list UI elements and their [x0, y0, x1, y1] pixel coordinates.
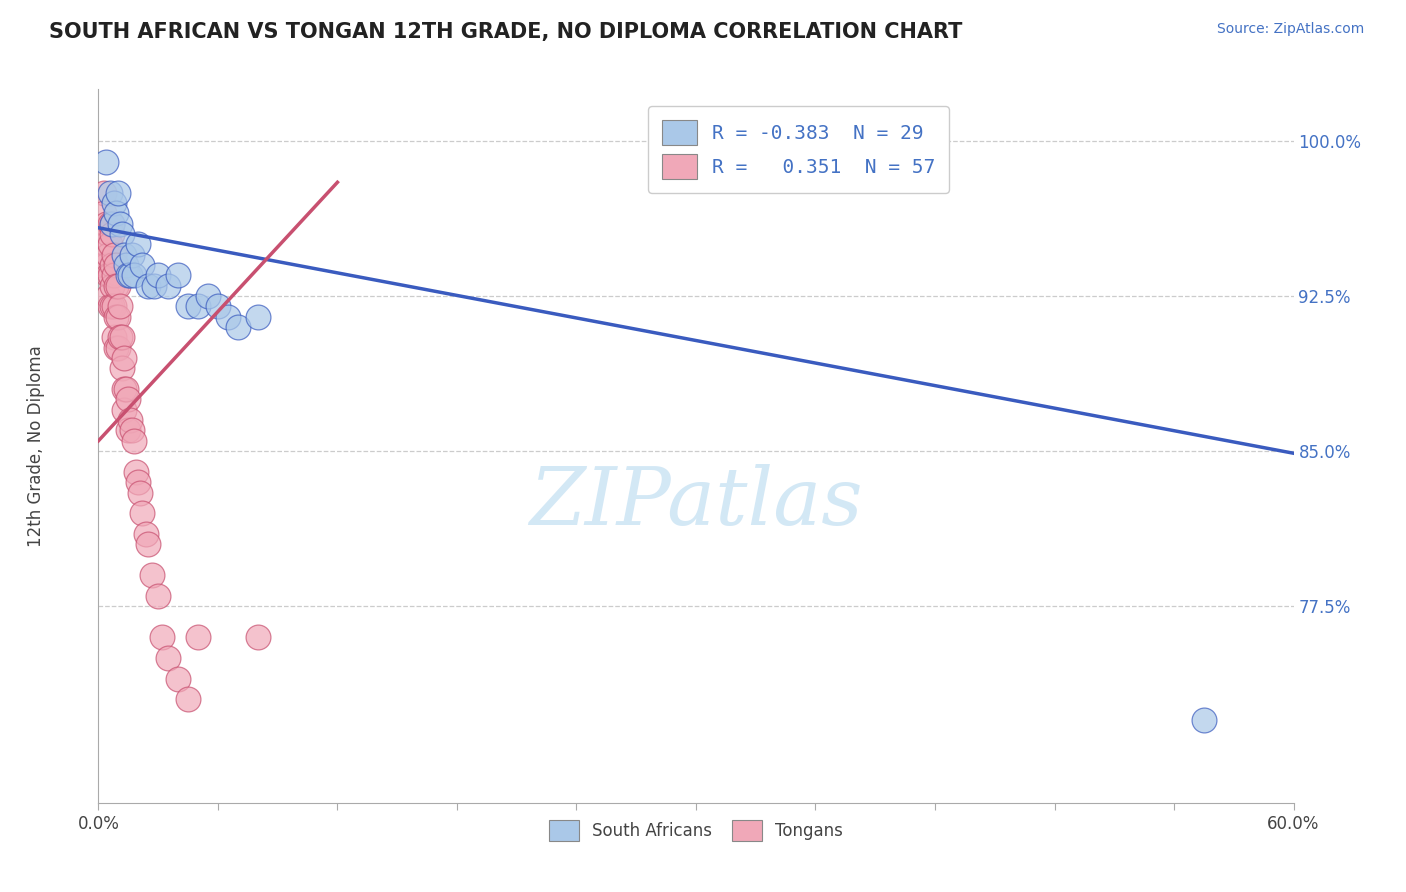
Point: [120, 268, 142, 283]
Point: [121, 424, 143, 438]
Text: SOUTH AFRICAN VS TONGAN 12TH GRADE, NO DIPLOMA CORRELATION CHART: SOUTH AFRICAN VS TONGAN 12TH GRADE, NO D…: [49, 22, 963, 42]
Point: [115, 258, 138, 272]
Point: [112, 351, 135, 365]
Point: [112, 248, 135, 262]
Point: [187, 630, 209, 644]
Point: [96, 258, 118, 272]
Point: [105, 206, 128, 220]
Point: [129, 485, 152, 500]
Point: [107, 186, 129, 200]
Point: [93, 206, 115, 220]
Point: [103, 330, 125, 344]
Point: [96, 237, 118, 252]
Point: [105, 258, 128, 272]
Point: [112, 402, 135, 417]
Point: [207, 299, 229, 313]
Point: [98, 217, 122, 231]
Point: [124, 268, 146, 283]
Text: ZIPatlas: ZIPatlas: [529, 465, 863, 541]
Point: [167, 672, 190, 686]
Point: [101, 299, 124, 313]
Point: [157, 278, 180, 293]
Point: [101, 217, 124, 231]
Point: [135, 527, 157, 541]
Point: [226, 320, 249, 334]
Point: [110, 217, 132, 231]
Point: [131, 258, 153, 272]
Point: [111, 361, 134, 376]
Legend: South Africans, Tongans: South Africans, Tongans: [543, 814, 849, 848]
Point: [91, 258, 114, 272]
Point: [167, 268, 190, 283]
Point: [101, 227, 124, 241]
Point: [110, 330, 132, 344]
Point: [246, 630, 269, 644]
Point: [103, 268, 125, 283]
Point: [103, 248, 125, 262]
Point: [117, 268, 139, 283]
Point: [112, 382, 135, 396]
Point: [148, 268, 170, 283]
Point: [107, 341, 129, 355]
Point: [97, 227, 120, 241]
Point: [111, 227, 134, 241]
Point: [117, 392, 139, 407]
Point: [111, 330, 134, 344]
Point: [105, 310, 128, 324]
Point: [127, 237, 149, 252]
Point: [121, 248, 143, 262]
Point: [141, 568, 163, 582]
Point: [110, 299, 132, 313]
Y-axis label: 12th Grade, No Diploma: 12th Grade, No Diploma: [27, 345, 45, 547]
Point: [98, 299, 122, 313]
Point: [148, 589, 170, 603]
Point: [93, 186, 115, 200]
Point: [187, 299, 209, 313]
Point: [136, 278, 159, 293]
Point: [177, 299, 200, 313]
Point: [131, 506, 153, 520]
Point: [101, 217, 124, 231]
Point: [246, 310, 269, 324]
Point: [101, 278, 124, 293]
Point: [124, 434, 146, 448]
Point: [101, 258, 124, 272]
Point: [197, 289, 219, 303]
Point: [150, 630, 173, 644]
Point: [125, 465, 148, 479]
Point: [120, 413, 142, 427]
Point: [97, 268, 120, 283]
Point: [177, 692, 200, 706]
Point: [103, 299, 125, 313]
Point: [105, 278, 128, 293]
Point: [98, 186, 122, 200]
Point: [103, 196, 125, 211]
Point: [127, 475, 149, 490]
Point: [96, 217, 118, 231]
Point: [107, 310, 129, 324]
Point: [96, 154, 118, 169]
Point: [105, 341, 128, 355]
Point: [217, 310, 239, 324]
Point: [136, 537, 159, 551]
Point: [98, 237, 122, 252]
Point: [98, 268, 122, 283]
Point: [115, 382, 138, 396]
Point: [107, 278, 129, 293]
Text: Source: ZipAtlas.com: Source: ZipAtlas.com: [1216, 22, 1364, 37]
Point: [117, 424, 139, 438]
Point: [97, 248, 120, 262]
Point: [97, 289, 120, 303]
Point: [1192, 713, 1215, 727]
Point: [143, 278, 166, 293]
Point: [157, 651, 180, 665]
